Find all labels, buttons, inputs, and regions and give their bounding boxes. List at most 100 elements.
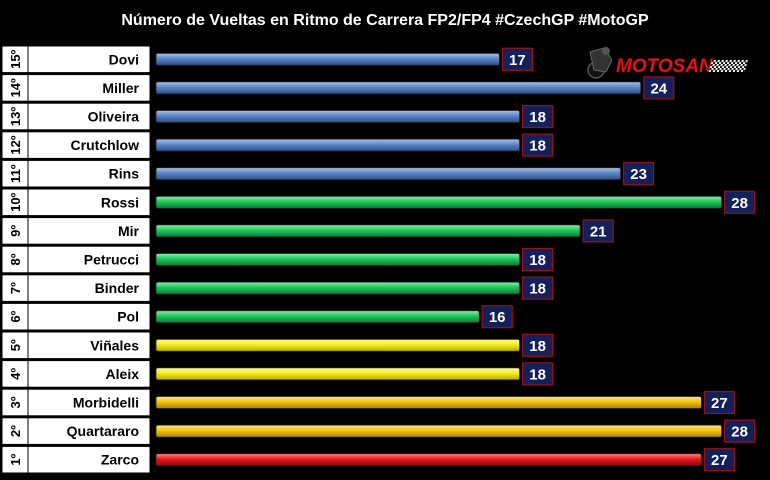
rider-name-cell — [27, 417, 151, 445]
category-label: Pol — [117, 309, 139, 325]
bar — [155, 310, 480, 324]
category-label: Petrucci — [84, 252, 139, 268]
bar — [155, 424, 722, 438]
position-cell — [1, 388, 29, 417]
position-label: 13º — [8, 107, 23, 126]
category-label: Morbidelli — [73, 395, 139, 411]
checkered-flag-icon — [708, 60, 748, 72]
position-cell — [1, 360, 29, 388]
position-label: 3º — [8, 396, 23, 408]
position-label: 9º — [8, 225, 23, 237]
position-label: 12º — [8, 135, 23, 154]
value-label-box — [481, 305, 513, 329]
position-cell — [1, 159, 29, 188]
position-label: 7º — [8, 282, 23, 294]
bar — [155, 138, 521, 152]
value-label-box — [521, 276, 554, 300]
bar — [155, 367, 521, 381]
value-label-box — [622, 162, 655, 186]
rider-name-cell — [27, 445, 151, 474]
bar — [155, 110, 521, 123]
category-label: Dovi — [109, 51, 139, 67]
logo-text: MOTOSAN — [616, 56, 714, 77]
value-label: 18 — [529, 366, 546, 383]
position-label: 4º — [8, 368, 23, 380]
rider-name-cell — [27, 360, 151, 388]
bar — [155, 338, 521, 352]
bar — [155, 253, 521, 266]
value-label-box — [521, 333, 554, 357]
category-label: Aleix — [106, 366, 140, 382]
category-label: Crutchlow — [71, 137, 140, 153]
position-cell — [1, 302, 29, 331]
position-label: 14º — [8, 78, 23, 97]
rider-name-cell — [27, 274, 151, 302]
value-label: 18 — [529, 252, 546, 269]
bar — [155, 224, 581, 238]
position-label: 10º — [8, 192, 23, 211]
position-label: 1º — [8, 453, 23, 465]
category-label: Oliveira — [88, 109, 140, 125]
rider-name-cell — [27, 188, 151, 217]
category-label: Zarco — [101, 452, 139, 468]
rider-name-cell — [27, 331, 151, 360]
category-label: Binder — [95, 280, 140, 296]
value-label-box — [643, 76, 675, 100]
value-label-box — [501, 47, 533, 71]
value-label-box — [582, 219, 614, 243]
position-label: 11º — [8, 164, 23, 183]
value-label-box — [521, 133, 554, 157]
rider-name-cell — [27, 45, 151, 74]
position-label: 15º — [8, 49, 23, 68]
position-cell — [1, 445, 29, 474]
value-label: 18 — [529, 338, 546, 355]
value-label-box — [521, 362, 554, 386]
value-label-box — [723, 190, 756, 214]
position-label: 5º — [8, 339, 23, 351]
position-cell — [1, 102, 29, 131]
value-label: 27 — [711, 452, 728, 469]
position-label: 6º — [8, 310, 23, 322]
value-label: 18 — [529, 138, 546, 155]
value-label: 21 — [590, 223, 607, 240]
bar — [155, 281, 521, 295]
category-label: Rins — [109, 166, 140, 182]
value-label: 24 — [650, 80, 667, 97]
bar — [155, 81, 642, 95]
bar — [155, 167, 622, 181]
rider-name-cell — [27, 388, 151, 417]
rider-name-cell — [27, 159, 151, 188]
value-label: 28 — [731, 424, 748, 441]
bar — [155, 195, 722, 209]
position-label: 8º — [8, 253, 23, 265]
value-label: 27 — [711, 395, 728, 412]
motorcycle-icon — [587, 47, 613, 79]
bar — [155, 453, 702, 467]
value-label-box — [521, 247, 554, 272]
chart-title: Número de Vueltas en Ritmo de Carrera FP… — [121, 12, 649, 29]
bar — [155, 396, 702, 409]
rider-name-cell — [27, 131, 151, 159]
category-label: Viñales — [90, 337, 139, 353]
value-label-box — [521, 104, 554, 129]
value-label: 18 — [529, 281, 546, 298]
position-cell — [1, 45, 29, 74]
category-label: Mir — [118, 223, 140, 239]
position-cell — [1, 274, 29, 302]
value-label-box — [723, 419, 756, 443]
position-label: 2º — [8, 425, 23, 437]
rider-name-cell — [27, 74, 151, 102]
position-cell — [1, 131, 29, 159]
rider-name-cell — [27, 217, 151, 245]
bar — [155, 52, 500, 66]
value-label: 17 — [509, 52, 526, 69]
logo: MOTOSAN — [587, 47, 748, 79]
value-label: 18 — [529, 109, 546, 126]
rider-name-cell — [27, 302, 151, 331]
value-label-box — [703, 390, 736, 415]
position-cell — [1, 217, 29, 245]
rider-name-cell — [27, 245, 151, 274]
value-label: 16 — [489, 309, 506, 326]
category-label: Rossi — [101, 194, 139, 210]
